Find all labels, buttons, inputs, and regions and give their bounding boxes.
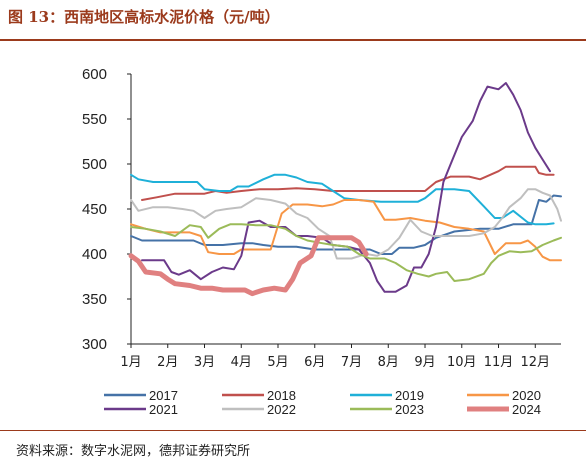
y-tick-label: 500 xyxy=(82,156,107,173)
legend-label-2017: 2017 xyxy=(149,388,178,403)
x-tick-label: 7月 xyxy=(341,355,362,370)
x-tick-label: 8月 xyxy=(378,355,399,370)
x-tick-label: 9月 xyxy=(414,355,435,370)
x-tick-label: 12月 xyxy=(521,355,551,370)
legend-label-2019: 2019 xyxy=(395,388,424,403)
series-line-2024 xyxy=(128,235,369,297)
y-tick-label: 600 xyxy=(82,66,107,83)
y-tick-label: 450 xyxy=(82,201,107,218)
x-tick-label: 1月 xyxy=(120,355,141,370)
x-tick-label: 4月 xyxy=(231,355,252,370)
x-tick-label: 6月 xyxy=(304,355,325,370)
legend-label-2018: 2018 xyxy=(267,388,296,403)
x-tick-labels: 1月 2月 3月 4月 5月 6月 7月 8月 9月 10月 11月 12月 xyxy=(120,355,550,370)
x-tick-label: 10月 xyxy=(447,355,477,370)
series-line-2023 xyxy=(130,223,562,282)
legend-label-2020: 2020 xyxy=(512,388,541,403)
legend-label-2023: 2023 xyxy=(395,402,424,417)
legend-label-2024: 2024 xyxy=(512,402,541,417)
legend-label-2022: 2022 xyxy=(267,402,296,417)
series-line-2020 xyxy=(130,199,562,262)
series-line-2021 xyxy=(141,82,551,293)
series-line-2022 xyxy=(130,188,562,260)
y-tick-label: 350 xyxy=(82,291,107,308)
x-tick-label: 5月 xyxy=(267,355,288,370)
series-lines xyxy=(128,82,562,297)
series-line-2019 xyxy=(130,173,555,226)
series-line-2017 xyxy=(130,194,562,255)
title-rule xyxy=(0,39,586,41)
x-tick-label: 11月 xyxy=(484,355,514,370)
line-chart: 300 350 400 450 500 550 600 1月 2月 3月 4月 5月 6月 7月 8月 9月… xyxy=(82,66,562,417)
x-tick-label: 3月 xyxy=(194,355,215,370)
legend-label-2021: 2021 xyxy=(149,402,178,417)
footer-rule xyxy=(0,430,586,431)
chart-axes xyxy=(127,73,561,348)
chart-legend: 2017 2018 2019 2020 2021 2022 2023 2024 xyxy=(104,388,541,417)
source-note: 资料来源：数字水泥网，德邦证券研究所 xyxy=(16,444,251,459)
x-tick-label: 2月 xyxy=(157,355,178,370)
y-tick-label: 300 xyxy=(82,336,107,353)
figure-title: 图 13：西南地区高标水泥价格（元/吨） xyxy=(8,8,280,26)
y-tick-labels: 300 350 400 450 500 550 600 xyxy=(82,66,107,353)
y-tick-label: 400 xyxy=(82,246,107,263)
y-tick-label: 550 xyxy=(82,111,107,128)
series-line-2018 xyxy=(141,165,555,201)
